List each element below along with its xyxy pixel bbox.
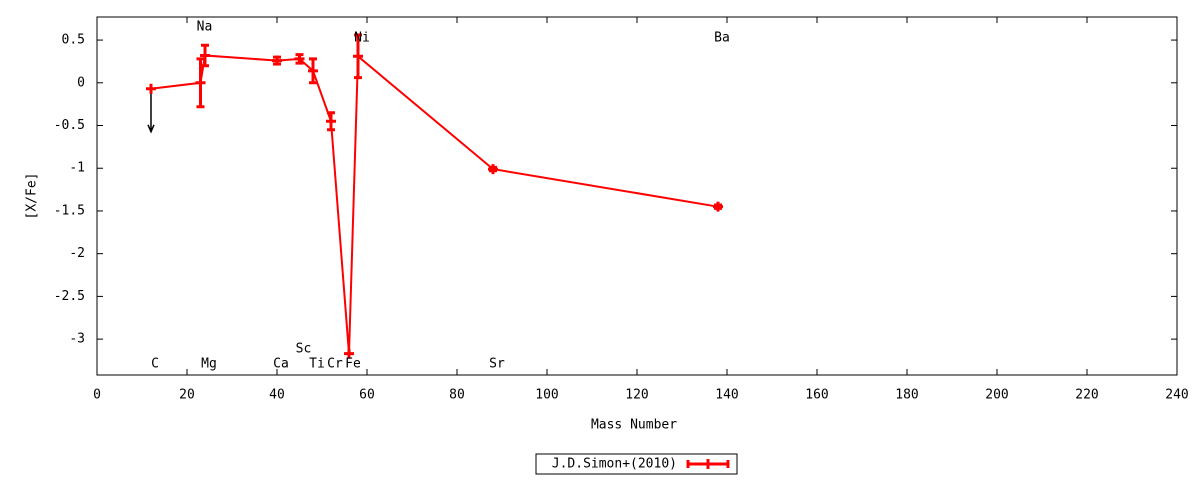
element-label: Mg [201, 357, 217, 372]
element-label: Cr [327, 357, 343, 372]
y-tick-label: 0 [77, 75, 85, 90]
y-tick-label: -2 [69, 246, 85, 261]
x-tick-label: 160 [805, 388, 828, 403]
x-tick-label: 180 [895, 388, 918, 403]
element-label: Sr [489, 357, 505, 372]
x-tick-label: 200 [985, 388, 1008, 403]
x-tick-label: 220 [1075, 388, 1098, 403]
x-tick-label: 0 [93, 388, 101, 403]
x-tick-label: 60 [359, 388, 375, 403]
point [146, 83, 156, 94]
y-axis-label: [X/Fe] [25, 173, 40, 220]
y-tick-label: 0.5 [62, 33, 85, 48]
x-tick-label: 240 [1165, 388, 1188, 403]
x-tick-label: 120 [625, 388, 648, 403]
element-label: Ni [354, 31, 370, 46]
y-tick-label: -1 [69, 161, 85, 176]
element-label: Na [197, 20, 213, 35]
point [713, 201, 723, 212]
element-label: Ti [309, 357, 325, 372]
x-tick-label: 80 [449, 388, 465, 403]
point [488, 164, 498, 175]
element-label: C [151, 357, 159, 372]
legend-sample [686, 459, 730, 469]
point [195, 77, 206, 88]
point [326, 116, 336, 127]
x-axis-label: Mass Number [591, 418, 677, 433]
upper-limit-arrow [147, 88, 155, 134]
legend-label: J.D.Simon+(2010) [552, 457, 677, 472]
legend-box [535, 453, 738, 475]
series-line [150, 54, 719, 354]
element-label: Ca [273, 357, 289, 372]
x-tick-label: 40 [269, 388, 285, 403]
point [344, 348, 354, 359]
x-tick-label: 100 [535, 388, 558, 403]
y-tick-label: -3 [69, 332, 85, 347]
x-tick-label: 140 [715, 388, 738, 403]
x-tick-label: 20 [179, 388, 195, 403]
element-label: Fe [345, 357, 361, 372]
y-tick-label: -1.5 [54, 203, 85, 218]
plot-frame [96, 16, 1178, 376]
element-label: Ba [714, 31, 730, 46]
element-label: Sc [296, 342, 312, 357]
point [200, 50, 210, 61]
point [294, 53, 305, 64]
point [272, 55, 282, 66]
y-tick-label: -2.5 [54, 289, 85, 304]
point [353, 51, 363, 62]
point [308, 65, 318, 76]
y-tick-label: -0.5 [54, 118, 85, 133]
